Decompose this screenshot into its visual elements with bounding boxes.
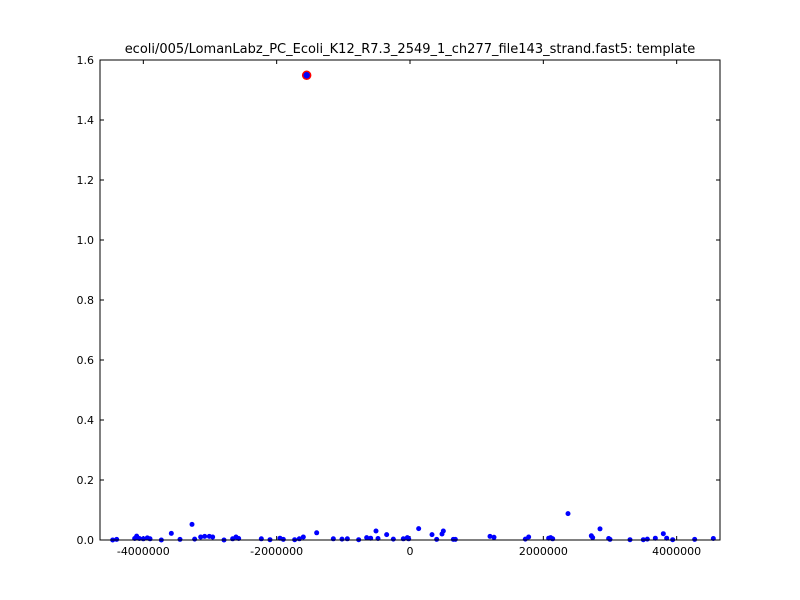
x-tick-label: -2000000 [250,545,303,558]
x-axis: -4000000 -2000000 0 2000000 4000000 [117,60,701,558]
data-point [192,536,198,542]
data-point [491,534,497,540]
data-point [692,536,698,542]
data-point [258,536,264,542]
y-tick-label: 1.6 [77,54,95,67]
y-axis: 0.0 0.2 0.4 0.6 0.8 1.0 1.2 1.4 1.6 [77,54,720,547]
data-point [168,530,174,536]
data-point [330,536,336,542]
y-tick-label: 0.4 [77,414,95,427]
data-point [364,535,370,541]
y-tick-label: 0.2 [77,474,95,487]
y-tick-label: 1.0 [77,234,95,247]
data-point [487,533,493,539]
data-point [300,534,306,540]
chart-title: ecoli/005/LomanLabz_PC_Ecoli_K12_R7.3_25… [125,42,696,57]
data-point [452,536,458,542]
data-point [114,536,120,542]
data-point [550,536,556,542]
data-point [429,532,435,538]
data-point [597,526,603,532]
data-point [526,534,532,540]
y-tick-label: 0.6 [77,354,95,367]
data-point [339,536,345,542]
data-point [373,528,379,534]
y-tick-label: 0.0 [77,534,95,547]
x-tick-label: -4000000 [117,545,170,558]
data-point [607,536,613,542]
data-point [280,536,286,542]
data-point [210,534,216,540]
x-tick-label: 4000000 [652,545,701,558]
data-point [189,521,195,527]
data-point [652,535,658,541]
data-point [440,528,446,534]
data-point [202,533,208,539]
x-tick-label: 2000000 [519,545,568,558]
highlighted-point [301,70,312,81]
data-point [434,536,440,542]
data-point [406,536,412,542]
x-tick-label: 0 [407,545,414,558]
data-point [314,530,320,536]
data-point [384,532,390,538]
data-point [565,511,571,517]
data-point [344,536,350,542]
data-point [644,536,650,542]
plot-area [100,60,720,540]
data-point [390,536,396,542]
data-point [147,536,153,542]
data-point [368,535,374,541]
highlight-layer [301,70,312,81]
plot-frame [99,59,721,541]
data-point [198,534,204,540]
y-tick-label: 0.8 [77,294,95,307]
data-point [660,531,666,537]
y-tick-label: 1.2 [77,174,95,187]
data-point [664,535,670,541]
y-tick-label: 1.4 [77,114,95,127]
data-point [590,535,596,541]
data-point [177,536,183,542]
data-point [416,526,422,532]
